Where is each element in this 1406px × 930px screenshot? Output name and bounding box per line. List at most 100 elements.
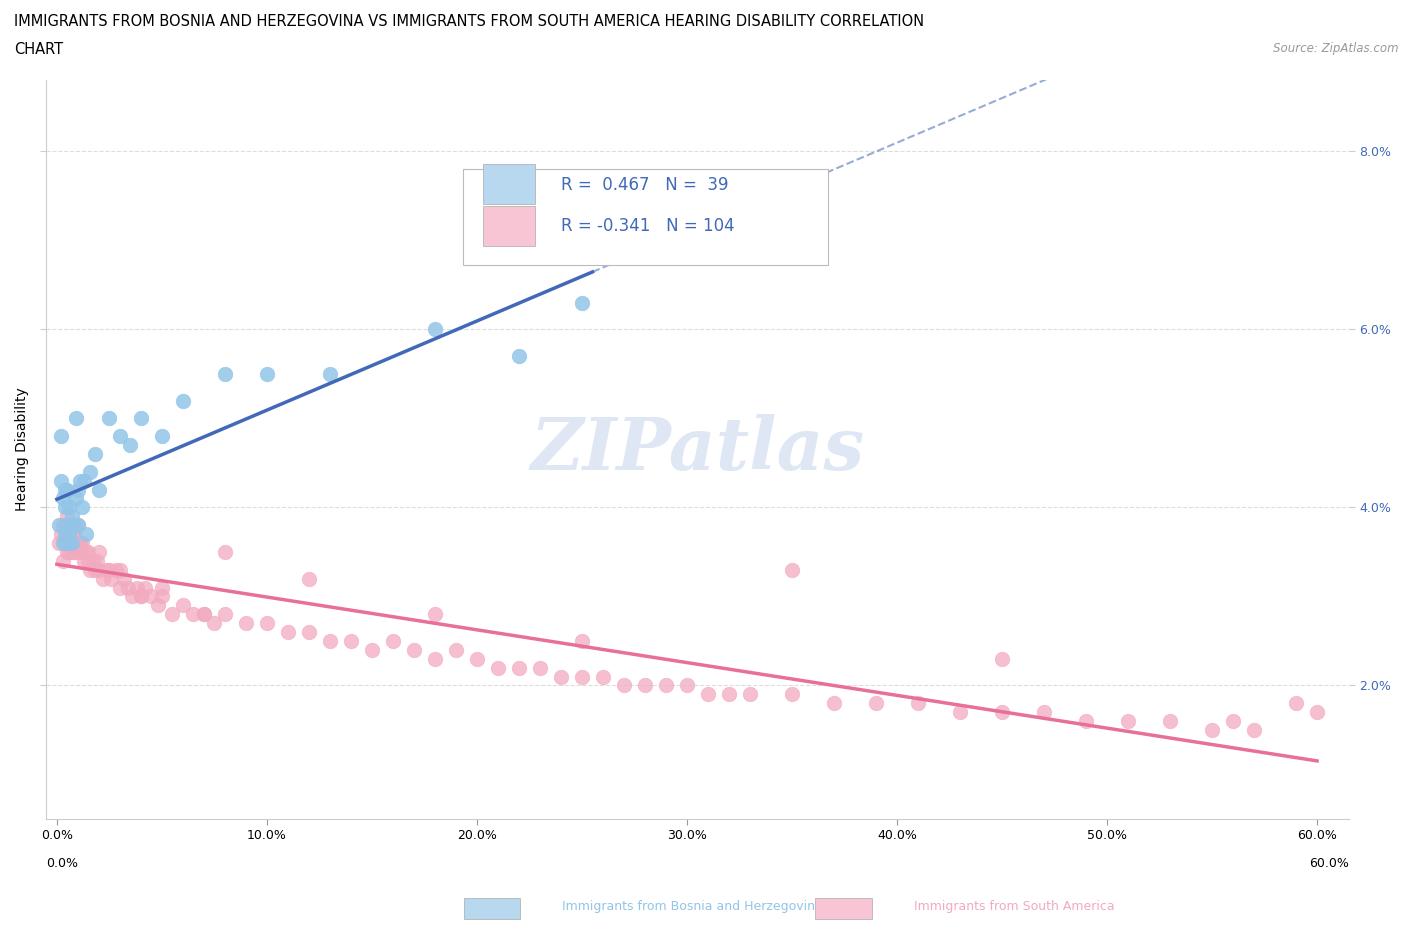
- FancyBboxPatch shape: [463, 168, 828, 265]
- Point: [319, 366, 342, 381]
- Point: [73, 473, 96, 488]
- Point: [62, 526, 84, 541]
- Point: [58, 536, 80, 551]
- Point: [1159, 713, 1181, 728]
- Point: [83, 446, 105, 461]
- Point: [277, 625, 299, 640]
- Point: [70, 544, 93, 559]
- Point: [108, 563, 131, 578]
- Point: [48, 518, 70, 533]
- Point: [129, 589, 152, 604]
- Point: [82, 553, 104, 568]
- Point: [56, 518, 79, 533]
- Point: [1201, 723, 1223, 737]
- Point: [298, 571, 321, 586]
- Point: [150, 429, 173, 444]
- Point: [65, 411, 87, 426]
- Point: [65, 491, 87, 506]
- Point: [62, 544, 84, 559]
- Point: [717, 687, 740, 702]
- Point: [87, 563, 110, 578]
- Point: [1074, 713, 1097, 728]
- Point: [508, 660, 530, 675]
- Point: [256, 616, 278, 631]
- Point: [1306, 705, 1329, 720]
- Text: ZIPatlas: ZIPatlas: [530, 414, 865, 485]
- Point: [53, 518, 76, 533]
- Point: [48, 536, 70, 551]
- Point: [73, 553, 96, 568]
- Point: [655, 678, 678, 693]
- Point: [172, 598, 194, 613]
- Point: [58, 544, 80, 559]
- Point: [444, 643, 467, 658]
- Point: [697, 687, 720, 702]
- Point: [70, 536, 93, 551]
- Point: [52, 536, 75, 551]
- Point: [62, 518, 84, 533]
- Point: [529, 660, 551, 675]
- Y-axis label: Hearing Disability: Hearing Disability: [15, 388, 30, 512]
- Text: R =  0.467   N =  39: R = 0.467 N = 39: [561, 176, 728, 194]
- Point: [193, 606, 215, 621]
- Point: [60, 509, 83, 524]
- Point: [340, 633, 363, 648]
- Point: [129, 589, 152, 604]
- Point: [423, 322, 446, 337]
- Point: [141, 589, 163, 604]
- Point: [1222, 713, 1244, 728]
- Point: [319, 633, 342, 648]
- Text: R = -0.341   N = 104: R = -0.341 N = 104: [561, 218, 734, 235]
- Point: [69, 473, 91, 488]
- Point: [823, 696, 845, 711]
- Point: [86, 553, 108, 568]
- Point: [56, 526, 79, 541]
- Point: [70, 500, 93, 515]
- Point: [75, 526, 97, 541]
- Point: [991, 705, 1014, 720]
- Point: [550, 669, 572, 684]
- Point: [69, 536, 91, 551]
- Point: [120, 438, 142, 453]
- Point: [214, 544, 236, 559]
- Point: [49, 473, 72, 488]
- Point: [58, 500, 80, 515]
- Point: [52, 553, 75, 568]
- Point: [150, 580, 173, 595]
- Point: [1116, 713, 1139, 728]
- Point: [96, 563, 118, 578]
- Point: [214, 606, 236, 621]
- Point: [571, 633, 593, 648]
- Point: [108, 580, 131, 595]
- Point: [66, 518, 89, 533]
- Point: [162, 606, 184, 621]
- FancyBboxPatch shape: [482, 164, 534, 205]
- Point: [56, 536, 79, 551]
- Point: [49, 429, 72, 444]
- Point: [53, 482, 76, 497]
- Point: [108, 429, 131, 444]
- Point: [202, 616, 225, 631]
- Point: [214, 366, 236, 381]
- Point: [571, 295, 593, 310]
- Point: [104, 563, 127, 578]
- Point: [62, 518, 84, 533]
- Point: [66, 536, 89, 551]
- Point: [592, 669, 614, 684]
- Point: [865, 696, 887, 711]
- Point: [77, 544, 100, 559]
- Point: [780, 563, 803, 578]
- Point: [423, 651, 446, 666]
- Point: [256, 366, 278, 381]
- Point: [49, 526, 72, 541]
- Point: [991, 651, 1014, 666]
- Point: [56, 482, 79, 497]
- Text: Source: ZipAtlas.com: Source: ZipAtlas.com: [1274, 42, 1399, 55]
- Point: [121, 589, 143, 604]
- Point: [676, 678, 699, 693]
- Point: [381, 633, 404, 648]
- Point: [402, 643, 425, 658]
- Point: [66, 518, 89, 533]
- Point: [56, 509, 79, 524]
- Point: [53, 500, 76, 515]
